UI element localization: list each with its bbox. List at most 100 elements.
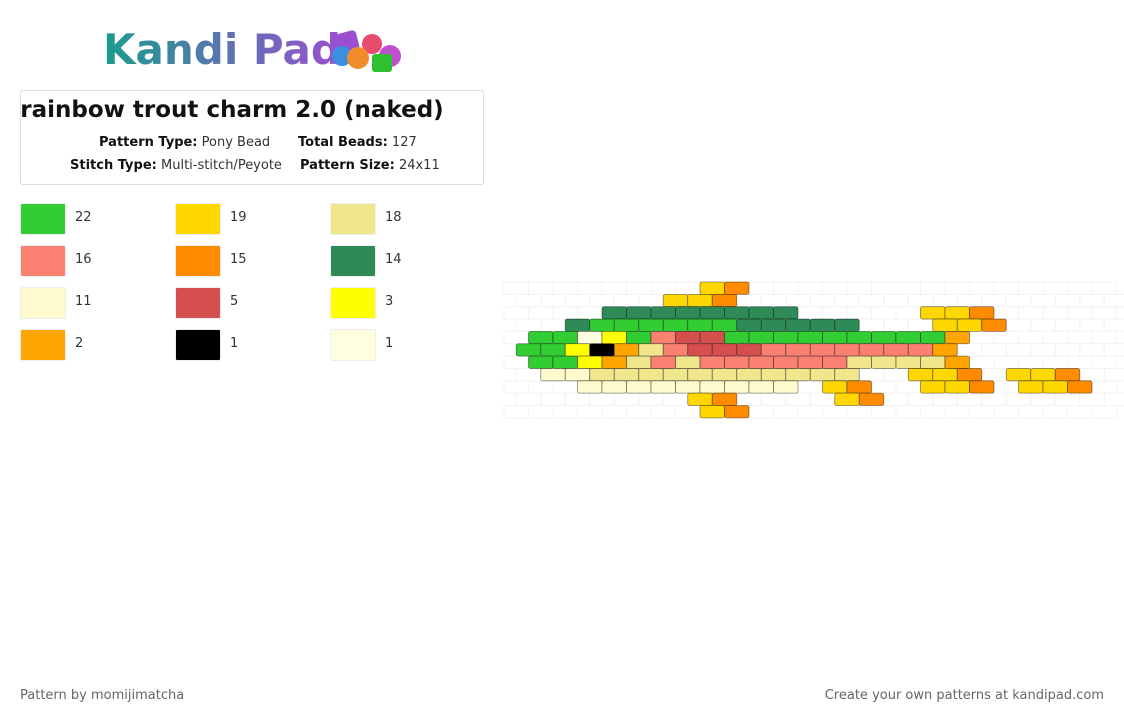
grid-cell — [1103, 343, 1124, 357]
bead — [675, 306, 701, 320]
bead — [564, 368, 591, 382]
bead — [675, 330, 701, 345]
grid-cell — [846, 281, 872, 295]
grid-cell — [1103, 318, 1124, 332]
bead — [724, 281, 750, 295]
grid-cell — [993, 281, 1019, 295]
grid-cell — [883, 318, 909, 332]
bead — [724, 306, 750, 320]
grid-cell — [528, 281, 554, 295]
grid-cell — [1005, 343, 1032, 357]
grid-cell — [1042, 355, 1068, 369]
grid-cell — [748, 281, 774, 295]
bead — [907, 343, 934, 357]
grid-cell — [503, 355, 529, 369]
grid-cell — [993, 330, 1019, 345]
author: Pattern by momijimatcha — [20, 688, 185, 703]
grid-cell — [920, 405, 946, 419]
grid-cell — [1079, 343, 1105, 357]
grid-cell — [589, 392, 615, 406]
grid-cell — [613, 293, 640, 308]
grid-cell — [540, 293, 566, 308]
bead — [736, 368, 762, 382]
grid-cell — [822, 281, 848, 295]
grid-cell — [515, 293, 542, 308]
bead — [626, 306, 652, 320]
bead — [797, 330, 823, 345]
grid-cell — [907, 293, 934, 308]
bead — [626, 330, 652, 345]
grid-cell — [907, 392, 934, 406]
bead — [748, 306, 774, 320]
grid-cell — [552, 306, 578, 320]
grid-cell — [1067, 355, 1093, 369]
grid-cell — [846, 405, 872, 419]
bead — [601, 380, 627, 394]
bead — [601, 306, 627, 320]
grid-cell — [626, 405, 652, 419]
grid-cell — [1067, 306, 1093, 320]
bead — [577, 355, 603, 369]
grid-cell — [613, 392, 640, 406]
grid-cell — [1091, 330, 1117, 345]
bead — [969, 380, 995, 394]
grid-cell — [797, 405, 823, 419]
logo-icon — [332, 30, 401, 72]
grid-cell — [846, 306, 872, 320]
bead — [846, 380, 872, 394]
grid-cell — [503, 330, 529, 345]
bead — [613, 318, 640, 332]
bead — [699, 330, 725, 345]
bead — [846, 355, 872, 369]
grid-cell — [1079, 318, 1105, 332]
grid-cell — [515, 318, 542, 332]
bead — [858, 343, 885, 357]
bead — [858, 392, 885, 406]
bead-count: 16 — [75, 252, 92, 267]
grid-cell — [773, 281, 799, 295]
grid-cell — [858, 293, 885, 308]
detail: Pattern Type: Pony Bead — [99, 135, 270, 150]
bead — [956, 368, 983, 382]
grid-cell — [907, 318, 934, 332]
grid-cell — [1079, 367, 1105, 382]
bead — [724, 380, 750, 394]
grid-cell — [969, 281, 995, 295]
grid-cell — [1030, 293, 1056, 308]
bead — [773, 306, 799, 320]
grid-cell — [858, 318, 885, 332]
grid-cell — [1018, 405, 1044, 419]
grid-cell — [1042, 281, 1068, 295]
grid-cell — [577, 405, 603, 419]
bead — [638, 343, 664, 357]
bead-count: 14 — [385, 252, 402, 267]
grid-cell — [944, 281, 970, 295]
grid-cell — [601, 281, 627, 295]
grid-cell — [797, 380, 823, 394]
bead — [687, 293, 713, 308]
grid-cell — [1018, 306, 1044, 320]
grid-cell — [773, 405, 799, 419]
grid-cell — [1091, 281, 1117, 295]
bead — [920, 355, 946, 369]
grid-cell — [883, 367, 909, 382]
grid-cell — [503, 380, 529, 394]
bead — [932, 343, 958, 357]
grid-cell — [1005, 318, 1032, 332]
grid-cell — [626, 281, 652, 295]
grid-cell — [736, 293, 762, 308]
detail-value: 24x11 — [398, 158, 440, 173]
color-swatch — [330, 245, 376, 277]
grid-cell — [895, 306, 921, 320]
logo[interactable]: Kandi Pad — [103, 25, 341, 74]
bead — [1054, 368, 1081, 382]
color-swatch — [175, 203, 221, 235]
grid-cell — [956, 343, 983, 357]
grid-cell — [1054, 293, 1081, 308]
detail-value: Multi-stitch/Peyote — [161, 158, 282, 173]
grid-cell — [785, 392, 811, 406]
credit[interactable]: Create your own patterns at kandipad.com — [824, 688, 1104, 703]
bead — [552, 330, 578, 345]
bead — [626, 355, 652, 369]
